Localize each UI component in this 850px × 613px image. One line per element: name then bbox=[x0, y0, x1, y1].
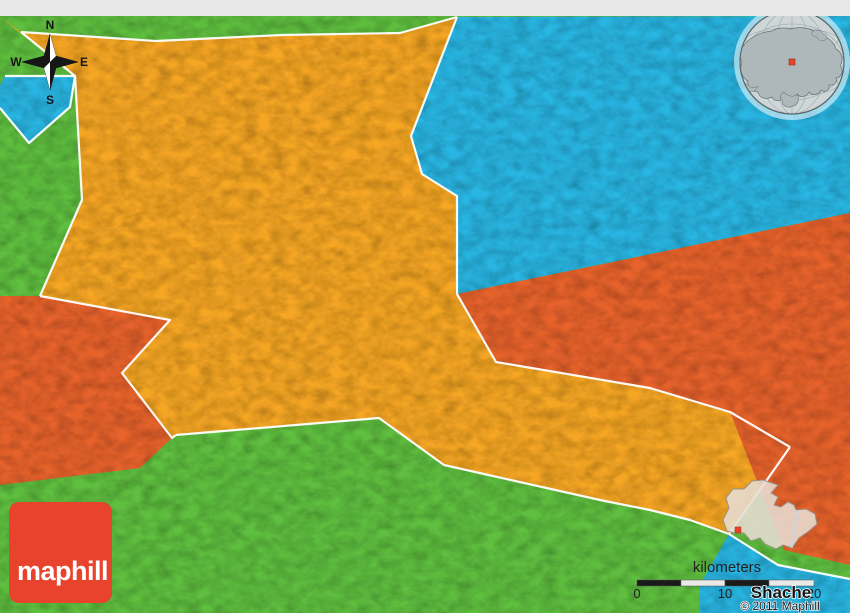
svg-text:S: S bbox=[46, 93, 54, 107]
svg-text:© 2011 Maphill: © 2011 Maphill bbox=[740, 599, 819, 613]
svg-text:10: 10 bbox=[718, 586, 732, 601]
svg-text:kilometers: kilometers bbox=[693, 559, 761, 576]
svg-text:W: W bbox=[10, 55, 22, 69]
svg-text:E: E bbox=[80, 55, 88, 69]
svg-text:N: N bbox=[46, 18, 55, 32]
svg-text:0: 0 bbox=[633, 586, 640, 601]
svg-text:maphill: maphill bbox=[17, 556, 108, 586]
